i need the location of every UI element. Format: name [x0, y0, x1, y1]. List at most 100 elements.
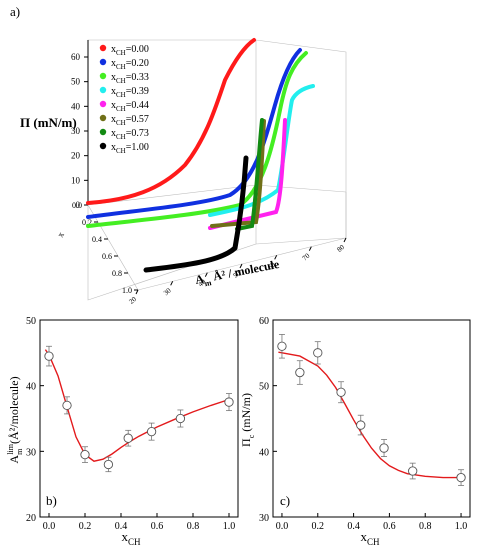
data-point: [123, 433, 133, 443]
z-tick-label: 10: [71, 175, 81, 185]
legend-entry-value: =0.20: [126, 58, 149, 69]
y-tick-label: 40: [26, 382, 36, 393]
x-axis-label: xCH: [360, 529, 380, 547]
x-axis-label-rest: Å² / molecule: [209, 257, 281, 284]
x-tick-label: 80: [335, 243, 346, 254]
data-point: [313, 348, 323, 358]
legend-entry-value: =0.57: [126, 114, 149, 125]
x-axis-label-sub: m: [204, 278, 213, 288]
data-point: [336, 387, 346, 397]
fit-line: [278, 351, 461, 479]
legend-entry-value: =0.39: [126, 86, 149, 97]
y-tick-label: 60: [259, 316, 269, 327]
legend-entry-sub: CH: [116, 77, 126, 85]
fit-line: [44, 349, 230, 462]
legend: xCH=0.00xCH=0.20xCH=0.33xCH=0.39xCH=0.44…: [99, 44, 149, 155]
legend-entry-prefix: x: [111, 128, 116, 139]
data-point: [103, 459, 114, 470]
legend-entry-sub: CH: [116, 91, 126, 99]
x-tick-label: 0.6: [151, 521, 164, 532]
axis-ticks: 0.0 0.2 0.4 0.6 0.8 1.0 20 30 40 50: [26, 316, 235, 532]
x-tick-label: 1.0: [223, 521, 236, 532]
x-tick-label: 60: [266, 260, 277, 271]
legend-entry-value: =1.00: [126, 142, 149, 153]
x-tick-label: 0.2: [79, 521, 92, 532]
x-axis-label-sub: CH: [367, 537, 380, 547]
x-tick-mark: [308, 246, 312, 251]
y-tick-label: 30: [259, 513, 269, 524]
y-tick-label: 0.0: [72, 201, 82, 210]
data-point: [80, 449, 90, 460]
data-point: [277, 341, 287, 351]
isotherm-curve-0.73: [235, 118, 264, 231]
x-tick-mark: [343, 237, 347, 243]
y-axis-label: Πc (mN/m): [239, 393, 256, 447]
x-tick-label: 0.0: [43, 521, 56, 532]
x-tick-mark: [239, 263, 243, 269]
box-edge: [87, 184, 257, 206]
x-axis-label: xCH: [121, 529, 141, 547]
x-axis-label-main: A: [194, 271, 206, 286]
x-tick-label: 1.0: [455, 521, 468, 532]
legend-marker: [99, 114, 107, 122]
y-tick-label: 0.4: [92, 235, 102, 244]
legend-marker: [99, 58, 107, 66]
legend-entry-value: =0.00: [126, 44, 149, 55]
x-axis-label-sub: CH: [128, 537, 141, 547]
data-point: [408, 466, 418, 476]
isotherm-curve-0.00: [86, 38, 256, 205]
y-tick-label: 50: [259, 382, 269, 393]
x-tick-label: 0.2: [312, 521, 325, 532]
isotherm-curve-0.20: [86, 48, 302, 219]
z-axis-ticks: 0 10 20 30 40 50 60: [71, 52, 88, 210]
legend-entry: xCH=0.00: [111, 44, 149, 57]
box-floor-edge: [87, 204, 139, 291]
x-tick-label: 0.0: [276, 521, 289, 532]
panel-b-label: b): [46, 493, 57, 508]
box-edge: [255, 184, 347, 193]
fit-curve: [278, 351, 461, 479]
panel-b-chart: 0.0 0.2 0.4 0.6 0.8 1.0 20 30 40 50 b) Amlim(Å²/m…: [6, 316, 239, 547]
legend-entry-prefix: x: [111, 86, 116, 97]
x-tick-mark: [274, 255, 278, 260]
legend-entry-value: =0.73: [126, 128, 149, 139]
x-tick-label: 0.8: [187, 521, 200, 532]
y-axis-label: Amlim(Å²/molecule): [6, 376, 24, 463]
legend-entry-sub: CH: [116, 133, 126, 141]
x-axis-label-main: x: [121, 529, 128, 544]
legend-entry-sub: CH: [116, 105, 126, 113]
legend-entry-value: =0.33: [126, 72, 149, 83]
data-points: [277, 334, 466, 486]
legend-marker: [99, 72, 107, 80]
x-axis-ticks: 20 30 40 50 60 70 80: [127, 237, 347, 306]
x-tick-label: 0.4: [115, 521, 128, 532]
legend-entry: xCH=1.00: [111, 142, 149, 155]
legend-marker: [99, 128, 107, 136]
y-tick-label: 30: [26, 447, 36, 458]
y-tick-label: 40: [259, 447, 269, 458]
y-axis-label-sup: lim: [6, 443, 15, 454]
x-tick-label: 70: [301, 251, 312, 262]
panel-a-3d-chart: 0 10 20 30 40 50 60 0.00.20.40.60.81.0 20 30 40 5…: [20, 38, 347, 306]
legend-marker: [99, 100, 107, 108]
y-tick-label: 1.0: [122, 286, 132, 295]
legend-entry: xCH=0.57: [111, 114, 149, 127]
z-tick-label: 30: [71, 126, 81, 136]
y-tick-label: 0.8: [112, 269, 122, 278]
legend-entry-sub: CH: [116, 63, 126, 71]
legend-entry: xCH=0.44: [111, 100, 149, 113]
y-axis-label: x: [55, 230, 66, 239]
y-axis-label-main: Π: [239, 438, 253, 447]
x-tick-mark: [170, 281, 174, 286]
legend-entry-prefix: x: [111, 58, 116, 69]
z-tick-label: 60: [71, 52, 81, 62]
legend-entry: xCH=0.39: [111, 86, 149, 99]
y-axis-label-sub: m: [15, 448, 24, 455]
x-axis-label-main: x: [360, 529, 367, 544]
isotherm-curves: [86, 38, 315, 273]
z-axis-label: Π (mN/m): [20, 115, 77, 130]
legend-entry-prefix: x: [111, 142, 116, 153]
x-tick-label: 40: [197, 277, 208, 288]
